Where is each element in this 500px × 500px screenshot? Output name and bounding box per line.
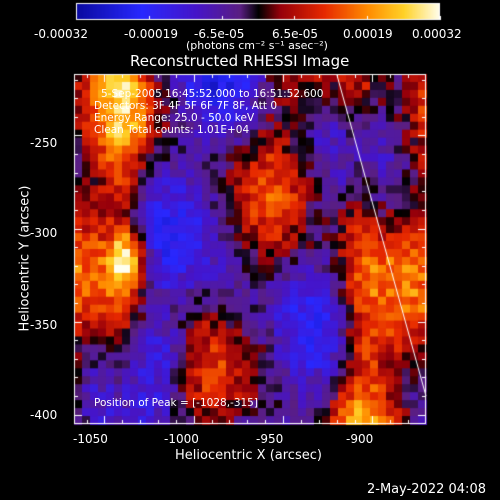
x-tick-label: -950: [256, 432, 284, 446]
plot-title: Reconstructed RHESSI Image: [130, 52, 350, 70]
colorbar-tick-label: 6.5e-05: [272, 27, 319, 41]
y-tick-label: -300: [30, 226, 58, 240]
y-tick-label: -350: [30, 318, 58, 332]
time-range-text: 5-Sep-2005 16:45:52.000 to 16:51:52.600: [101, 88, 324, 100]
energy-range-text: Energy Range: 25.0 - 50.0 keV: [94, 112, 255, 124]
colorbar-unit-label: (photons cm⁻² s⁻¹ asec⁻²): [186, 39, 328, 52]
y-axis-label: Heliocentric Y (arcsec): [17, 185, 33, 332]
y-tick-label: -250: [30, 136, 58, 150]
x-tick-label: -1000: [164, 432, 199, 446]
x-tick-label: -900: [346, 432, 374, 446]
detectors-text: Detectors: 3F 4F 5F 6F 7F 8F, Att 0: [94, 100, 278, 112]
colorbar-tick-label: -0.00019: [124, 27, 178, 41]
footer-timestamp: 2-May-2022 04:08: [367, 482, 486, 497]
colorbar-tick-label: 0.00019: [343, 27, 393, 41]
peak-position-text: Position of Peak = [-1028,-315]: [94, 397, 258, 409]
clean-counts-text: Clean Total counts: 1.01E+04: [94, 124, 250, 136]
x-axis-label: Heliocentric X (arcsec): [175, 448, 322, 463]
colorbar-tick-label: 0.00032: [412, 27, 462, 41]
x-tick-label: -1050: [73, 432, 108, 446]
colorbar-tick-label: -6.5e-05: [194, 27, 245, 41]
colorbar-tick-label: -0.00032: [34, 27, 88, 41]
y-tick-label: -400: [30, 408, 58, 422]
